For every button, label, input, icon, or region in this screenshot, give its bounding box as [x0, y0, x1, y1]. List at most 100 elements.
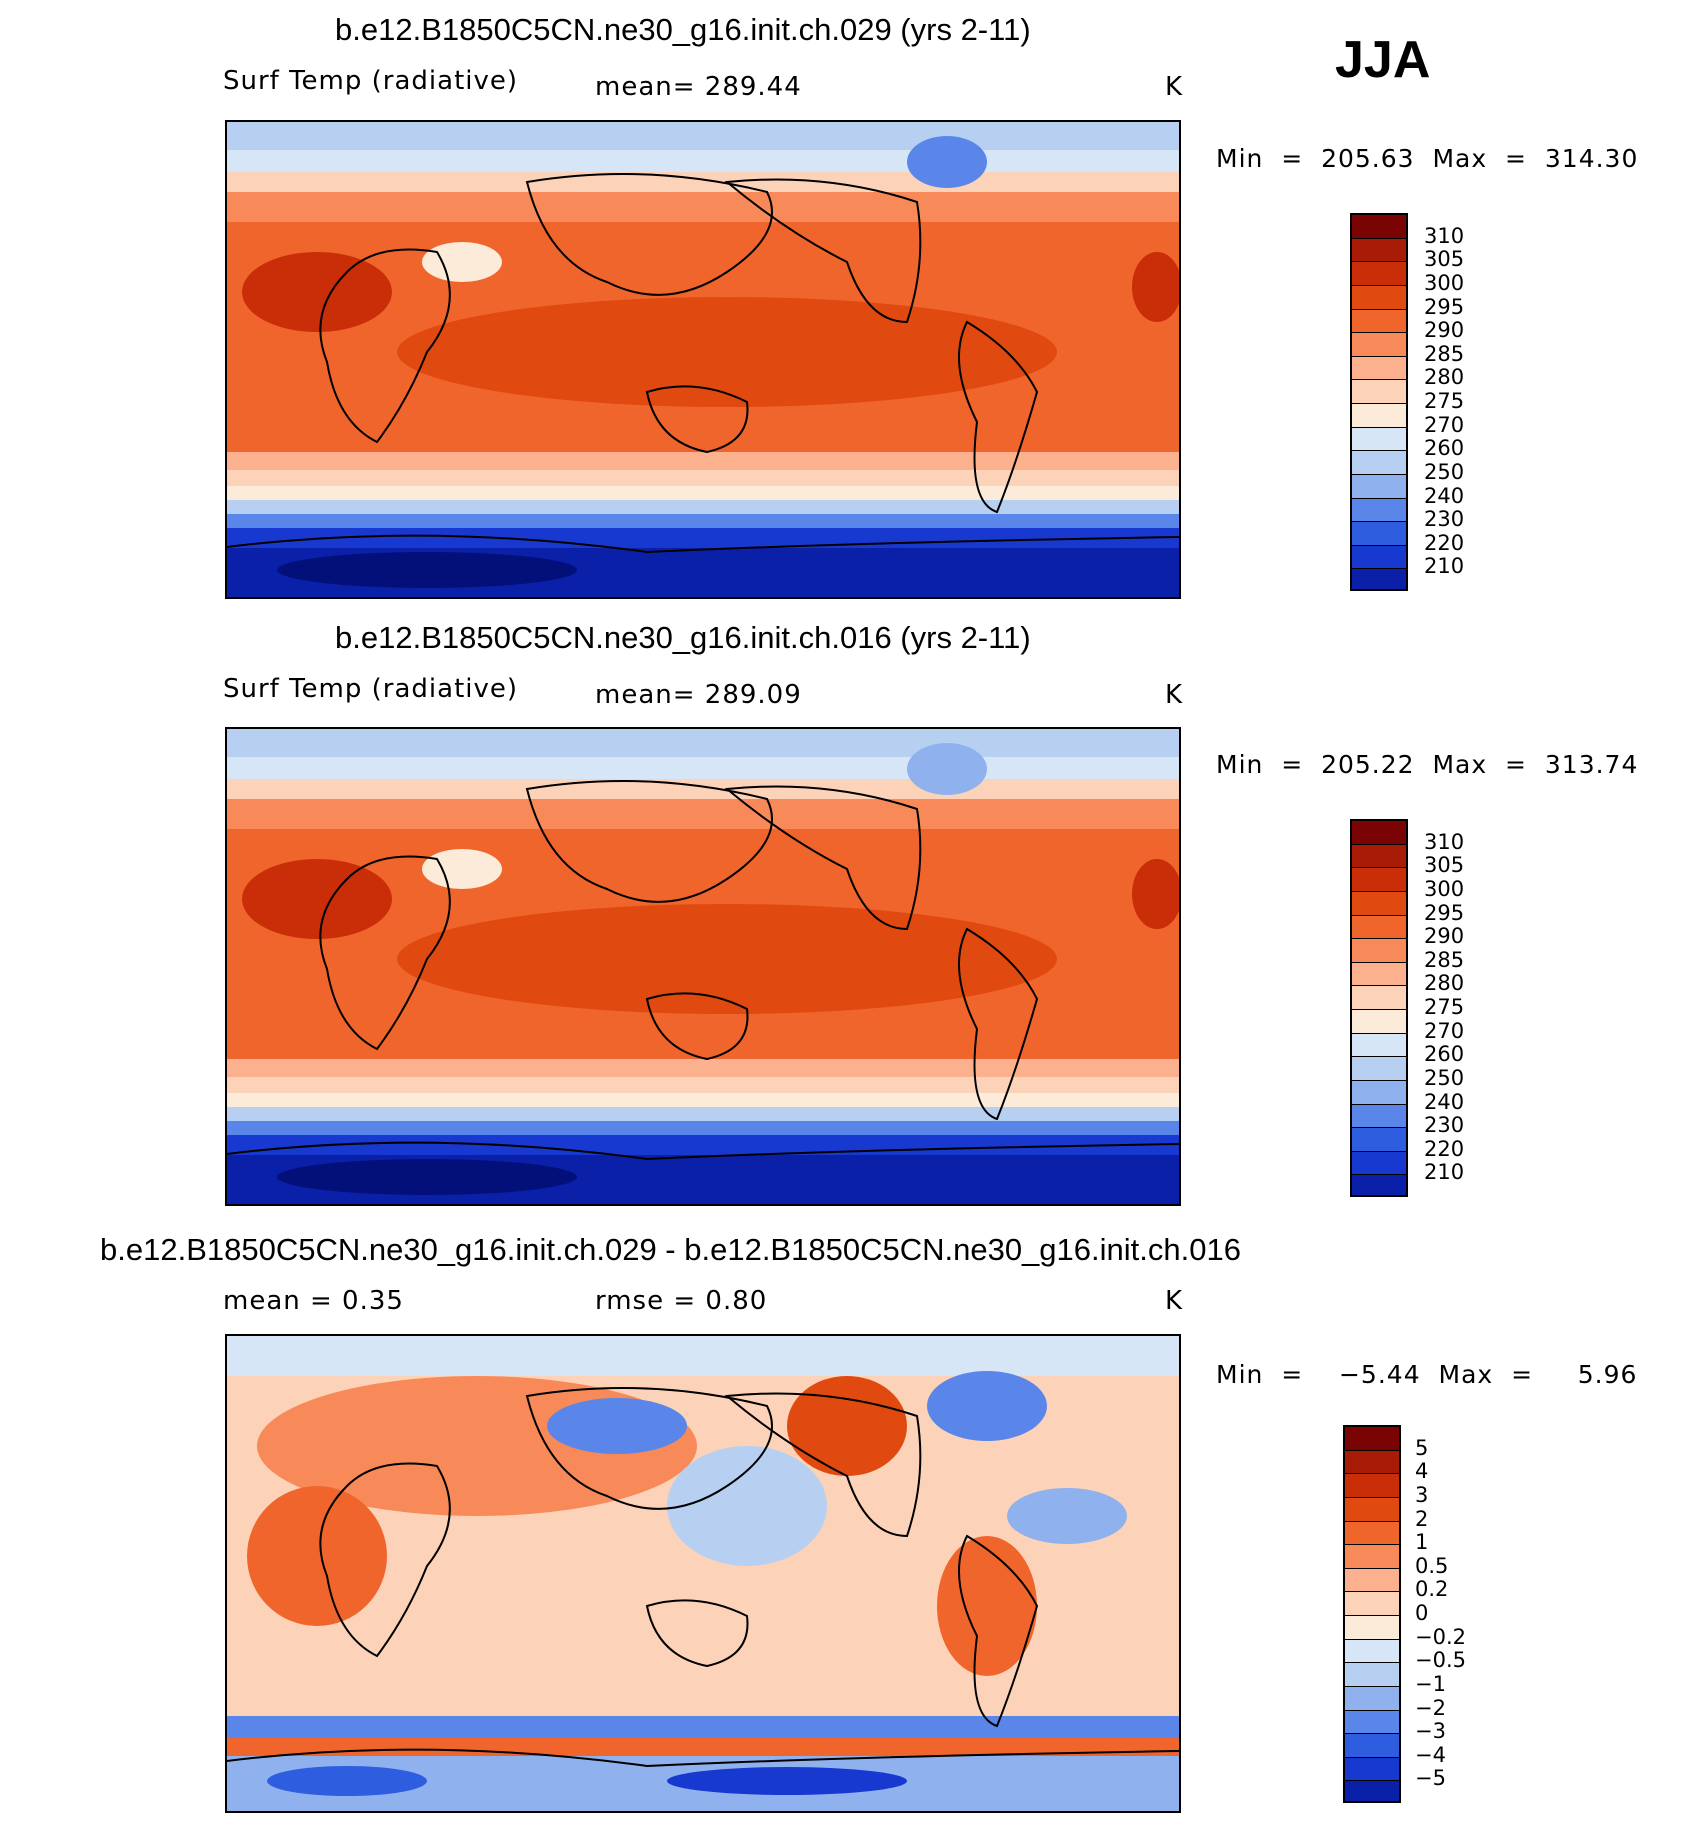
- colorbar-swatch: [1352, 844, 1406, 869]
- colorbar-tick-label: 285: [1424, 947, 1465, 972]
- colorbar-tick-label: −5: [1415, 1766, 1446, 1791]
- colorbar-swatch: [1345, 1568, 1399, 1593]
- colorbar-tick-label: 0.2: [1415, 1577, 1449, 1602]
- colorbar-tick-label: 300: [1424, 270, 1465, 295]
- panel-2-colorbar-box: [1350, 819, 1408, 1197]
- colorbar-swatch: [1345, 1521, 1399, 1546]
- colorbar-tick-label: 3: [1415, 1482, 1429, 1507]
- colorbar-tick-label: 290: [1424, 318, 1465, 343]
- colorbar-tick-label: 275: [1424, 995, 1465, 1019]
- panel-3-minmax: Min = −5.44 Max = 5.96: [1216, 1360, 1638, 1389]
- colorbar-swatch: [1352, 1151, 1406, 1176]
- colorbar-tick-label: 310: [1424, 223, 1465, 248]
- colorbar-tick-label: −4: [1415, 1742, 1446, 1767]
- colorbar-tick-label: 210: [1424, 1160, 1465, 1185]
- colorbar-tick-label: 280: [1424, 971, 1465, 996]
- colorbar-swatch: [1352, 356, 1406, 381]
- colorbar-swatch: [1352, 215, 1406, 239]
- colorbar-swatch: [1352, 986, 1406, 1010]
- colorbar-tick-label: 275: [1424, 389, 1465, 413]
- colorbar-tick-label: −3: [1415, 1719, 1446, 1744]
- colorbar-swatch: [1352, 821, 1406, 845]
- colorbar-tick-label: 295: [1424, 294, 1465, 319]
- panel-1-mean: mean= 289.44: [595, 72, 802, 102]
- colorbar-swatch: [1352, 285, 1406, 310]
- colorbar-tick-label: 250: [1424, 459, 1465, 484]
- colorbar-swatch: [1352, 451, 1406, 475]
- colorbar-swatch: [1352, 404, 1406, 428]
- colorbar-tick-label: 1: [1415, 1530, 1429, 1555]
- colorbar-tick-label: 285: [1424, 341, 1465, 366]
- colorbar-swatch: [1352, 939, 1406, 963]
- colorbar-tick-label: 280: [1424, 365, 1465, 390]
- colorbar-tick-label: −0.2: [1415, 1624, 1466, 1649]
- colorbar-swatch: [1352, 962, 1406, 987]
- colorbar-tick-label: 310: [1424, 829, 1465, 854]
- colorbar-tick-label: 260: [1424, 436, 1465, 461]
- colorbar-tick-label: 210: [1424, 554, 1465, 579]
- colorbar-swatch: [1345, 1497, 1399, 1522]
- colorbar-swatch: [1345, 1781, 1399, 1801]
- colorbar-swatch: [1352, 262, 1406, 286]
- colorbar-swatch: [1352, 891, 1406, 916]
- colorbar-tick-label: −1: [1415, 1671, 1446, 1696]
- colorbar-tick-label: 2: [1415, 1506, 1429, 1531]
- colorbar-tick-label: 0: [1415, 1601, 1429, 1625]
- colorbar-tick-label: 290: [1424, 924, 1465, 949]
- panel-2-temperature-field: [227, 729, 1179, 1204]
- colorbar-swatch: [1352, 427, 1406, 452]
- panel-2-variable: Surf Temp (radiative): [223, 674, 519, 704]
- colorbar-swatch: [1352, 309, 1406, 334]
- colorbar-swatch: [1352, 333, 1406, 357]
- panel-1-map: [225, 120, 1181, 599]
- colorbar-tick-label: −2: [1415, 1695, 1446, 1720]
- colorbar-swatch: [1352, 380, 1406, 404]
- colorbar-tick-label: 0.5: [1415, 1553, 1449, 1578]
- panel-1-title: b.e12.B1850C5CN.ne30_g16.init.ch.029 (yr…: [335, 12, 1031, 47]
- colorbar-swatch: [1345, 1545, 1399, 1569]
- colorbar-tick-label: 295: [1424, 900, 1465, 925]
- panel-1-temperature-field: [227, 122, 1179, 597]
- colorbar-swatch: [1352, 498, 1406, 523]
- panel-3-map: [225, 1334, 1181, 1813]
- panel-3-rmse: rmse = 0.80: [595, 1286, 768, 1316]
- panel-2-title: b.e12.B1850C5CN.ne30_g16.init.ch.016 (yr…: [335, 620, 1031, 655]
- colorbar-tick-label: 220: [1424, 1136, 1465, 1161]
- colorbar-swatch: [1352, 522, 1406, 546]
- colorbar-tick-label: 4: [1415, 1459, 1429, 1484]
- colorbar-swatch: [1352, 1033, 1406, 1058]
- colorbar-swatch: [1352, 1010, 1406, 1034]
- colorbar-tick-label: 270: [1424, 1018, 1465, 1043]
- colorbar-swatch: [1345, 1450, 1399, 1475]
- panel-2-units: K: [1165, 680, 1184, 710]
- colorbar-swatch: [1352, 569, 1406, 589]
- colorbar-swatch: [1345, 1663, 1399, 1687]
- colorbar-swatch: [1352, 474, 1406, 499]
- colorbar-tick-label: 270: [1424, 412, 1465, 437]
- colorbar-tick-label: 305: [1424, 853, 1465, 878]
- colorbar-swatch: [1352, 238, 1406, 263]
- colorbar-swatch: [1345, 1686, 1399, 1711]
- colorbar-swatch: [1345, 1427, 1399, 1451]
- colorbar-tick-label: 250: [1424, 1065, 1465, 1090]
- colorbar-swatch: [1352, 868, 1406, 892]
- panel-1-colorbar-box: [1350, 213, 1408, 591]
- colorbar-tick-label: 240: [1424, 483, 1465, 508]
- colorbar-swatch: [1352, 1104, 1406, 1129]
- colorbar-swatch: [1352, 1057, 1406, 1081]
- colorbar-swatch: [1345, 1592, 1399, 1616]
- colorbar-swatch: [1345, 1710, 1399, 1735]
- colorbar-swatch: [1345, 1639, 1399, 1664]
- colorbar-swatch: [1345, 1474, 1399, 1498]
- colorbar-tick-label: 300: [1424, 876, 1465, 901]
- colorbar-tick-label: 230: [1424, 1113, 1465, 1138]
- panel-3-units: K: [1165, 1286, 1184, 1316]
- colorbar-tick-label: 220: [1424, 530, 1465, 555]
- panel-1-units: K: [1165, 72, 1184, 102]
- colorbar-swatch: [1352, 1128, 1406, 1152]
- panel-2-minmax: Min = 205.22 Max = 313.74: [1216, 750, 1639, 779]
- colorbar-tick-label: −0.5: [1415, 1648, 1466, 1673]
- panel-3-difference-field: [227, 1336, 1179, 1811]
- season-label: JJA: [1335, 31, 1431, 89]
- colorbar-swatch: [1352, 915, 1406, 940]
